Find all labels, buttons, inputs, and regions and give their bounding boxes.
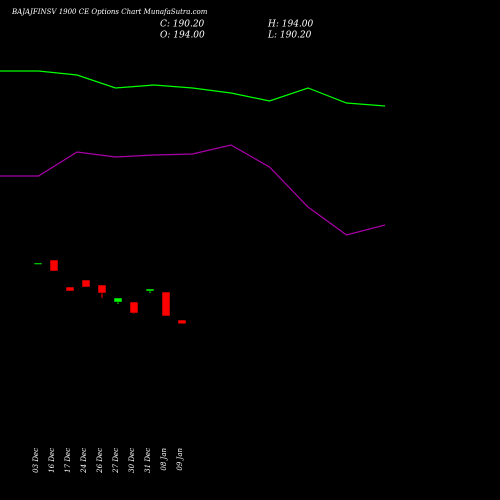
candle-body [97, 284, 107, 294]
chart-title: BAJAJFINSV 1900 CE Options Chart MunafaS… [11, 8, 208, 16]
moving-line [0, 144, 386, 236]
moving-line [0, 70, 386, 107]
candle-body [33, 262, 43, 265]
close-label: C: 190.20 [160, 20, 205, 30]
low-label: L: 190.20 [267, 31, 312, 41]
x-tick-label: 08 Jan [160, 448, 168, 471]
x-tick-label: 24 Dec [80, 448, 88, 474]
candle-body [177, 319, 187, 325]
x-tick-label: 27 Dec [112, 448, 120, 474]
high-label: H: 194.00 [267, 20, 314, 30]
candle-body [161, 291, 171, 317]
x-tick-label: 30 Dec [128, 448, 136, 473]
candle-body [129, 301, 139, 314]
candle-body [81, 279, 91, 288]
candle-body [145, 288, 155, 292]
candle-body [65, 286, 75, 292]
x-tick-label: 17 Dec [64, 448, 72, 473]
candle-body [113, 297, 123, 303]
candle-body [49, 259, 59, 272]
x-tick-label: 31 Dec [144, 448, 152, 473]
x-tick-label: 09 Jan [176, 448, 184, 471]
x-tick-label: 16 Dec [48, 448, 56, 473]
open-label: O: 194.00 [160, 31, 205, 41]
x-tick-label: 03 Dec [32, 448, 40, 473]
x-tick-label: 26 Dec [96, 448, 104, 474]
